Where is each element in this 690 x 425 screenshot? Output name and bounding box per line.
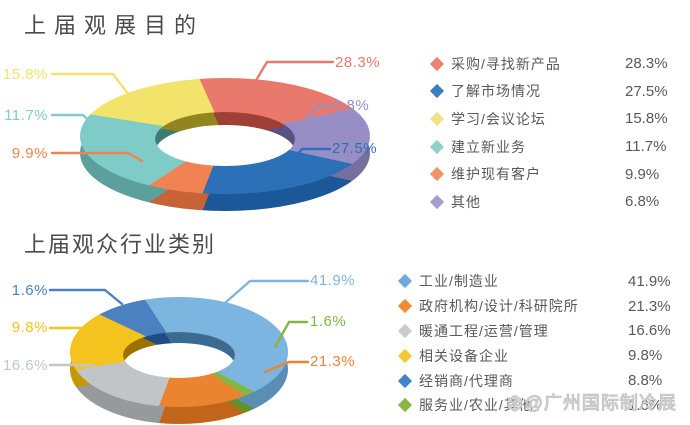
donut-hole <box>123 332 235 378</box>
legend-item: 采购/寻找新产品 28.3% <box>429 50 668 78</box>
legend-label: 了解市场情况 <box>451 83 541 100</box>
legend-label: 经销商/代理商 <box>419 372 514 389</box>
callout-label: 16.6% <box>2 357 48 374</box>
callout-label: 9.8% <box>11 319 48 336</box>
callout-label: 41.9% <box>310 272 356 289</box>
legend-diamond-icon <box>397 274 413 289</box>
legend-item: 维护现有客户 9.9% <box>429 160 659 188</box>
legend-item: 其他 6.8% <box>429 188 659 216</box>
legend-diamond-icon <box>429 84 445 99</box>
legend-diamond-icon <box>429 56 445 71</box>
snowflake-icon: ❆ <box>506 393 525 417</box>
donut-chart-purpose <box>80 78 370 211</box>
legend-diamond-icon <box>397 348 413 363</box>
legend-value: 6.8% <box>625 193 660 211</box>
legend-label: 政府机构/设计/科研院所 <box>419 298 579 315</box>
legend-value: 27.5% <box>625 82 668 100</box>
legend-diamond-icon <box>429 194 445 209</box>
legend-item: 暖通工程/运营/管理 16.6% <box>397 319 671 344</box>
chart-title-purpose: 上届观展目的 <box>24 13 205 38</box>
legend-label: 采购/寻找新产品 <box>451 55 561 72</box>
legend-item: 服务业/农业/其他 1.6% <box>397 393 662 418</box>
watermark: ❆@广州国际制冷展 <box>506 389 677 417</box>
legend-diamond-icon <box>429 111 445 127</box>
legend-label: 暖通工程/运营/管理 <box>419 322 549 339</box>
donut-hole-center <box>155 125 295 166</box>
legend-value: 11.7% <box>625 138 667 156</box>
legend-item: 工业/制造业 41.9% <box>397 269 671 294</box>
legend-diamond-icon <box>397 299 413 314</box>
legend-industry: 工业/制造业 41.9% 政府机构/设计/科研院所 21.3% 暖通工程/运营/管理 16… <box>397 269 671 418</box>
callout-label: 27.5% <box>332 140 378 157</box>
legend-value: 16.6% <box>628 322 671 340</box>
legend-value: 8.8% <box>628 372 663 390</box>
legend-diamond-icon <box>397 398 413 413</box>
legend-value: 28.3% <box>625 55 668 73</box>
watermark-text: @广州国际制冷展 <box>524 393 677 414</box>
callout-label: 1.6% <box>310 313 347 330</box>
legend-value: 21.3% <box>628 297 671 315</box>
callout-label: 9.9% <box>11 145 48 162</box>
legend-label: 维护现有客户 <box>451 166 541 183</box>
legend-item: 学习/会议论坛 15.8% <box>429 105 668 133</box>
legend-value: 1.6% <box>628 396 663 414</box>
legend-purpose: 采购/寻找新产品 28.3% 了解市场情况 27.5% 学习/会议论坛 15.8% 建立新业… <box>429 50 668 216</box>
callout-label: 21.3% <box>310 353 356 370</box>
callout-label: 6.8% <box>333 97 370 114</box>
legend-item: 经销商/代理商 8.8% <box>397 368 662 393</box>
legend-label: 服务业/农业/其他 <box>419 397 534 414</box>
legend-value: 41.9% <box>628 272 671 290</box>
legend-label: 其他 <box>451 193 481 210</box>
legend-diamond-icon <box>397 373 413 388</box>
legend-label: 相关设备企业 <box>419 347 509 364</box>
legend-label: 学习/会议论坛 <box>451 110 546 127</box>
legend-diamond-icon <box>397 323 413 339</box>
legend-item: 建立新业务 11.7% <box>429 133 666 161</box>
legend-diamond-icon <box>429 167 445 182</box>
legend-item: 政府机构/设计/科研院所 21.3% <box>397 294 671 319</box>
legend-value: 9.8% <box>628 347 663 365</box>
legend-diamond-icon <box>429 139 445 154</box>
callout-label: 28.3% <box>335 54 381 71</box>
callout-label: 1.6% <box>11 282 48 299</box>
donut-hole-center <box>123 343 235 378</box>
donut-chart-industry <box>70 297 288 424</box>
callout-label: 11.7% <box>4 107 48 124</box>
legend-item: 了解市场情况 27.5% <box>429 78 668 106</box>
legend-label: 工业/制造业 <box>419 273 499 290</box>
legend-label: 建立新业务 <box>451 138 526 155</box>
chart-title-industry: 上届观众行业类别 <box>24 232 217 257</box>
legend-item: 相关设备企业 9.8% <box>397 343 662 368</box>
callout-label: 15.8% <box>2 66 48 83</box>
legend-value: 15.8% <box>625 110 668 128</box>
legend-value: 9.9% <box>625 165 660 183</box>
donut-hole <box>155 112 295 166</box>
